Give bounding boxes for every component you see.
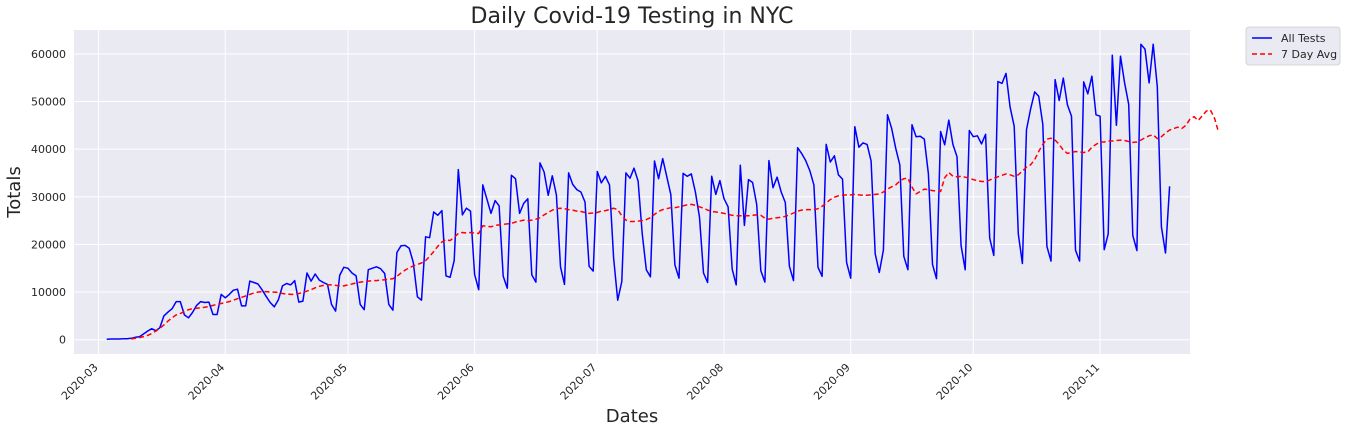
y-tick-label: 20000 [31, 238, 66, 251]
x-tick-label: 2020-04 [186, 361, 228, 403]
y-axis-title: Totals [4, 166, 25, 218]
series-layer [106, 43, 1220, 340]
x-tick-label: 2020-09 [811, 361, 853, 403]
x-tick-label: 2020-08 [684, 361, 726, 403]
plot-background [74, 30, 1190, 354]
x-tick-label: 2020-11 [1060, 361, 1102, 403]
y-tick-label: 60000 [31, 48, 66, 61]
gridlines [74, 30, 1190, 354]
x-axis-title: Dates [606, 406, 658, 427]
x-tick-label: 2020-07 [558, 361, 600, 403]
x-tick-labels: 2020-03 2020-04 2020-05 2020-06 2020-07 2020-… [59, 361, 1102, 403]
series-line-all-tests [106, 43, 1171, 340]
legend-label-all-tests: All Tests [1281, 32, 1326, 45]
y-tick-label: 40000 [31, 143, 66, 156]
legend: All Tests 7 Day Avg [1245, 26, 1341, 66]
x-tick-label: 2020-03 [59, 361, 101, 403]
x-tick-label: 2020-06 [435, 361, 477, 403]
y-tick-labels: 0 10000 20000 30000 40000 50000 60000 [31, 48, 66, 347]
legend-label-7-day-avg: 7 Day Avg [1281, 48, 1337, 61]
x-tick-label: 2020-10 [934, 361, 976, 403]
y-tick-label: 30000 [31, 191, 66, 204]
series-line-7-day-avg [131, 109, 1220, 340]
y-tick-label: 0 [59, 334, 66, 347]
y-tick-label: 10000 [31, 286, 66, 299]
legend-box [1245, 26, 1341, 66]
x-tick-label: 2020-05 [308, 361, 350, 403]
chart-title: Daily Covid-19 Testing in NYC [471, 4, 794, 29]
y-tick-label: 50000 [31, 95, 66, 108]
